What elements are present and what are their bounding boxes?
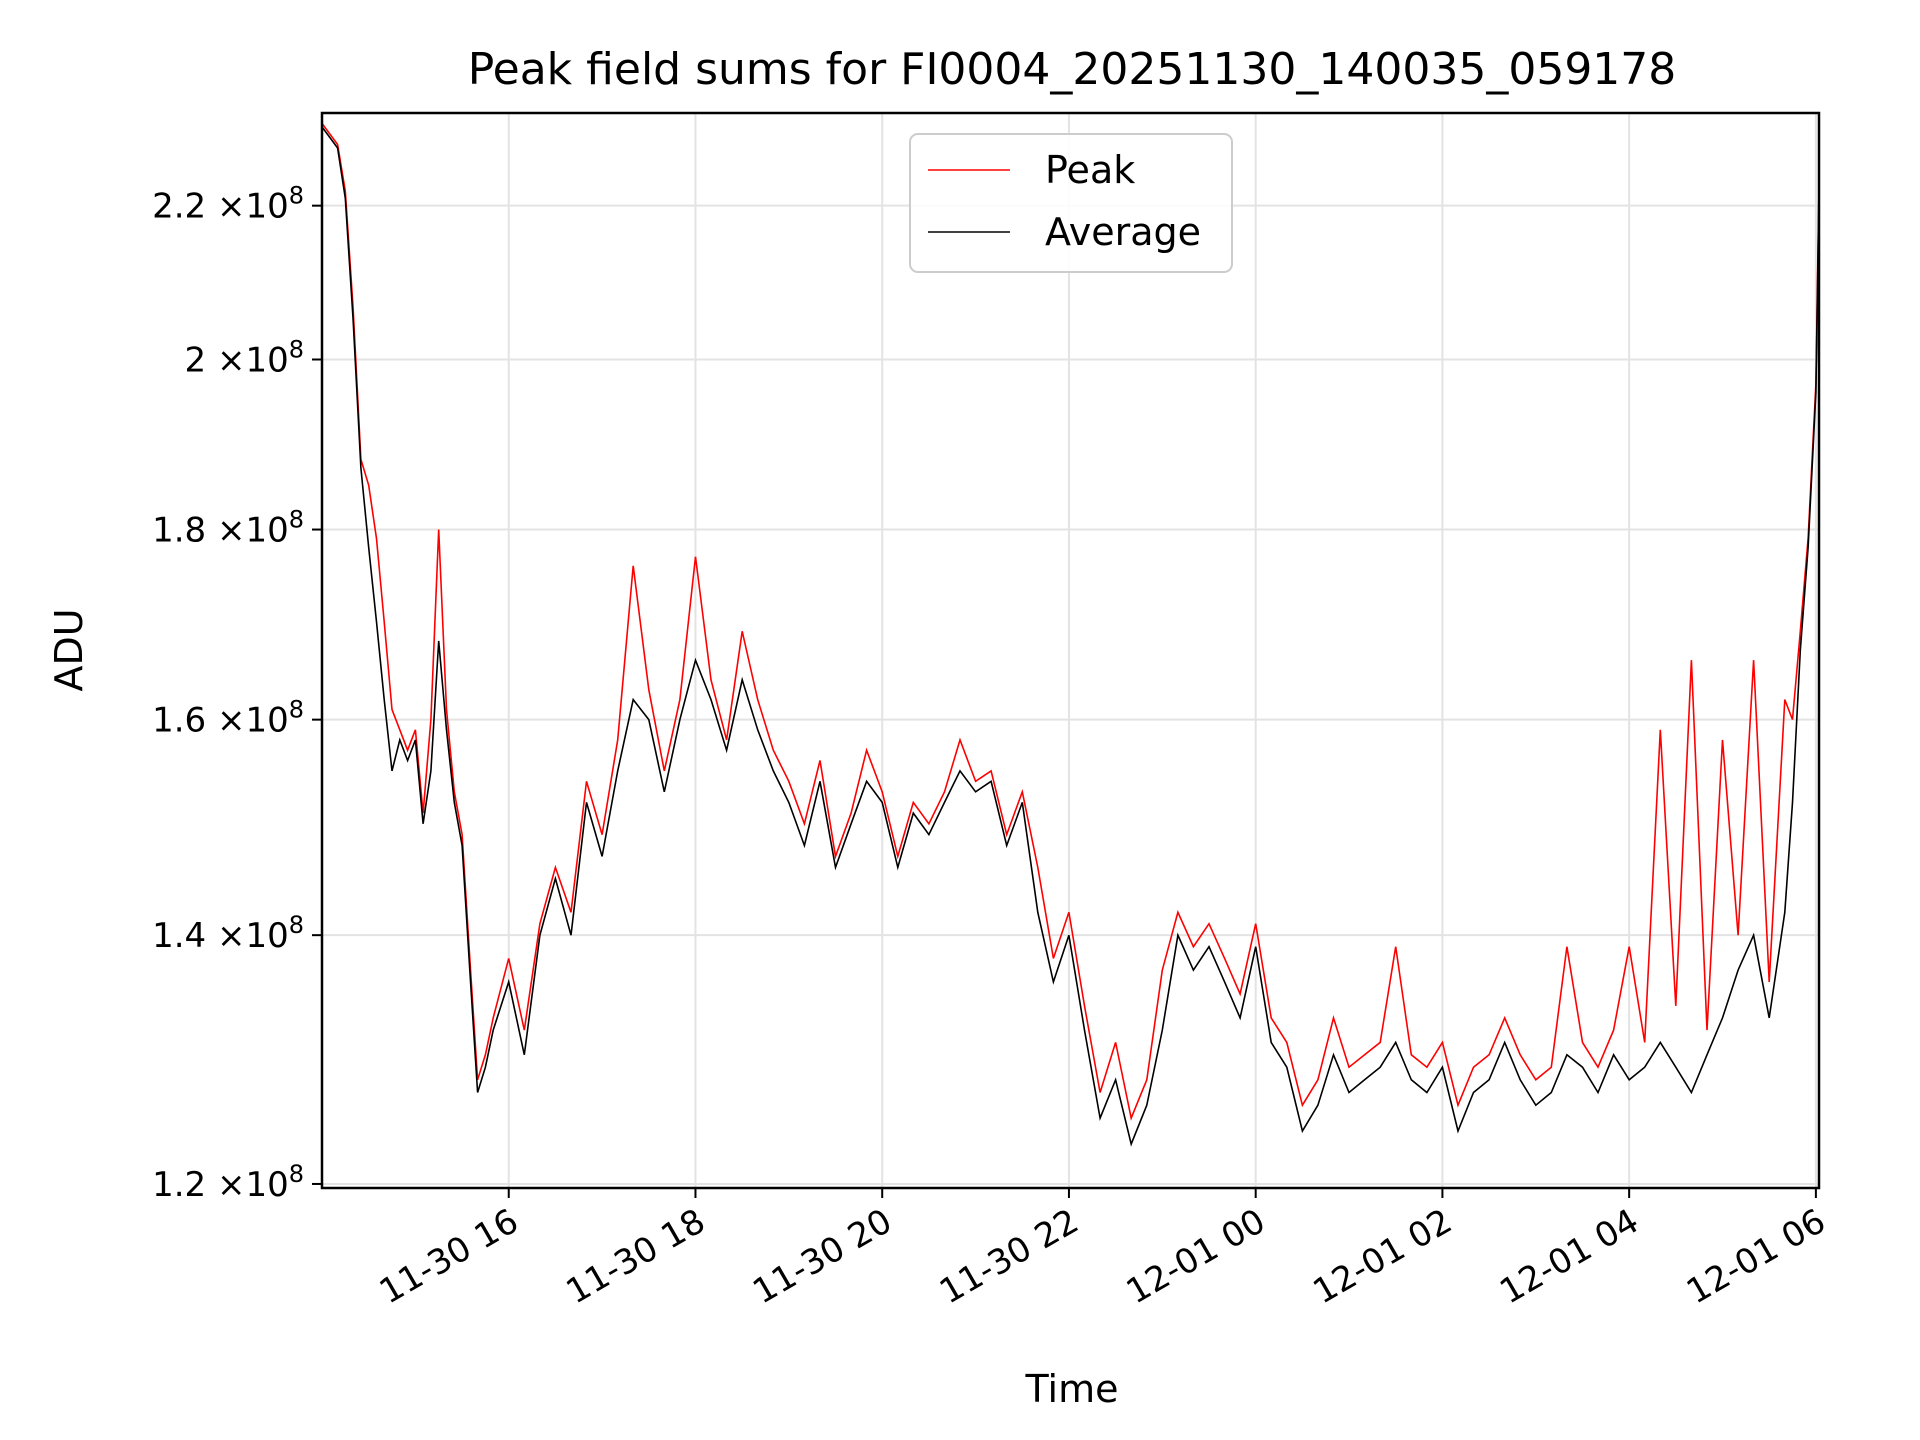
- legend-label-peak: Peak: [1045, 148, 1135, 192]
- y-tick-mantissa: 1.6 ×10: [152, 701, 289, 741]
- y-tick-mantissa: 2 ×10: [185, 340, 289, 380]
- y-tick-exponent: 8: [289, 1160, 304, 1188]
- y-tick-exponent: 8: [289, 335, 304, 363]
- y-tick-mantissa: 1.8 ×10: [152, 511, 289, 551]
- legend-label-average: Average: [1045, 210, 1201, 254]
- series-line-average: [322, 126, 1819, 1147]
- y-tick-mantissa: 1.2 ×10: [152, 1165, 289, 1205]
- y-tick-label: 1.6 ×108: [152, 696, 304, 741]
- y-tick-exponent: 8: [289, 911, 304, 939]
- x-axis-label: Time: [1025, 1367, 1119, 1411]
- y-tick-exponent: 8: [289, 182, 304, 210]
- y-tick-label: 1.2 ×108: [152, 1160, 304, 1205]
- chart-title: Peak field sums for FI0004_20251130_1400…: [468, 44, 1677, 95]
- y-tick-exponent: 8: [289, 506, 304, 534]
- plot-frame: [320, 111, 1821, 1190]
- y-tick-label: 2 ×108: [185, 335, 304, 380]
- y-tick-label: 2.2 ×108: [152, 182, 304, 227]
- y-tick-mantissa: 1.4 ×10: [152, 916, 289, 956]
- legend: Peak Average: [909, 133, 1233, 273]
- grid: [322, 113, 1819, 1188]
- y-axis-label: ADU: [47, 608, 91, 691]
- y-tick-mantissa: 2.2 ×10: [152, 187, 289, 227]
- y-tick-label: 1.4 ×108: [152, 911, 304, 956]
- y-tick-exponent: 8: [289, 696, 304, 724]
- plot-series-area: [322, 122, 1819, 1147]
- y-tick-label: 1.8 ×108: [152, 506, 304, 551]
- legend-box: [909, 133, 1233, 273]
